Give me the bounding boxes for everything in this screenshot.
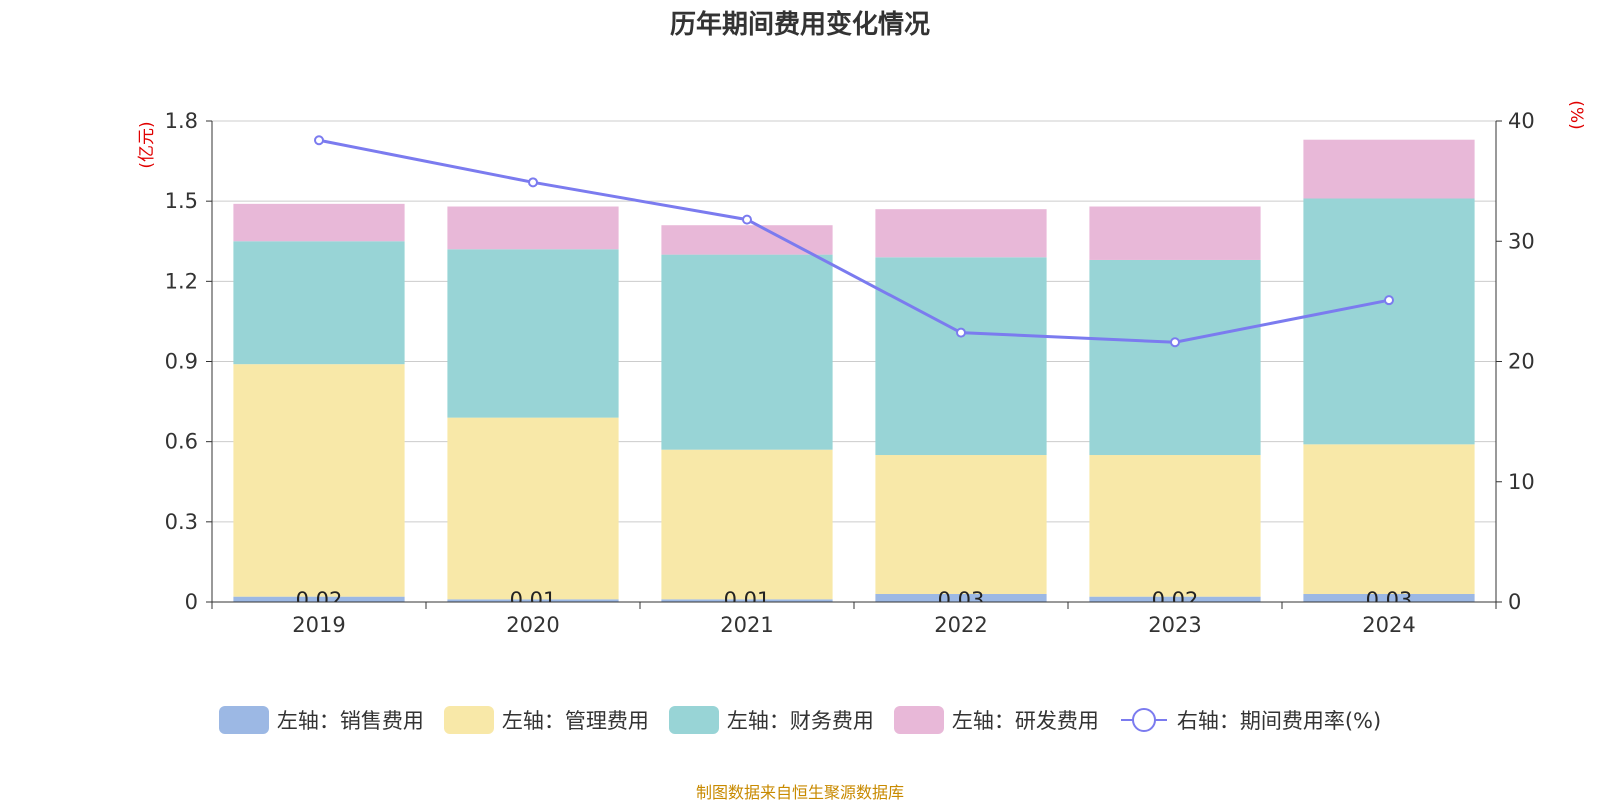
x-tick-label: 2019 (292, 613, 345, 637)
bar-segment (875, 209, 1047, 258)
y-left-tick-label: 0.3 (165, 510, 198, 534)
bar-segment (661, 449, 833, 600)
legend-label: 左轴：财务费用 (726, 709, 874, 733)
y-left-tick-label: 0 (185, 590, 198, 614)
bar-segment (1089, 206, 1261, 260)
legend-swatch (443, 706, 494, 734)
y-left-unit-label: (亿元) (137, 121, 157, 168)
bar-data-label: 0.02 (296, 588, 343, 612)
legend-item[interactable]: 左轴：财务费用 (668, 705, 874, 735)
rate-point (528, 177, 538, 188)
bar-segment (233, 203, 405, 242)
bar-segment (1089, 596, 1261, 602)
bar-segment (875, 257, 1047, 456)
x-tick-label: 2020 (506, 613, 559, 637)
legend-item[interactable]: 左轴：管理费用 (443, 705, 649, 735)
chart-title: 历年期间费用变化情况 (669, 10, 930, 40)
bar-segment (447, 206, 619, 250)
bar-segment (875, 455, 1047, 594)
legend-swatch (668, 706, 719, 734)
rate-point (1384, 295, 1394, 306)
legend-swatch (893, 706, 944, 734)
chart-legend: 左轴：销售费用 左轴：管理费用 左轴：财务费用 左轴：研发费用 右轴：期间费用率(%) (0, 704, 1600, 736)
chart-plot: 0.02 0.01 0.01 0.03 0.02 0.03 0 0.3 0.6 0.9 1.2 1.… (137, 100, 1586, 637)
x-tick-label: 2024 (1362, 613, 1415, 637)
y-right-unit-label: (%) (1566, 100, 1586, 129)
y-right-tick-label: 40 (1508, 109, 1535, 133)
y-left-tick-label: 1.5 (165, 189, 198, 213)
bar-segment (1089, 455, 1261, 597)
rate-point (314, 135, 324, 146)
rate-line (318, 138, 1390, 344)
bar-segment (233, 596, 405, 602)
bar-segment (1089, 259, 1261, 456)
bar-segment (661, 599, 833, 602)
y-right-tick-label: 30 (1508, 229, 1535, 253)
bar-segment (661, 254, 833, 450)
bar-data-label: 0.03 (938, 588, 985, 612)
bar-segment (447, 249, 619, 418)
y-left-tick-label: 0.6 (165, 430, 198, 454)
legend-label: 左轴：管理费用 (501, 709, 649, 733)
y-left-tick-label: 1.2 (165, 269, 198, 293)
rate-point (956, 327, 966, 338)
data-source-note: 制图数据来自恒生聚源数据库 (695, 783, 904, 802)
legend-line-marker (1120, 708, 1167, 732)
bar-data-label: 0.02 (1152, 588, 1199, 612)
bar-segment (447, 417, 619, 600)
y-left-tick-label: 1.8 (165, 109, 198, 133)
legend-label: 右轴：期间费用率(%) (1176, 709, 1382, 733)
y-right-tick-label: 0 (1508, 590, 1521, 614)
bar-data-label: 0.01 (510, 588, 557, 612)
y-left-tick-label: 0.9 (165, 350, 198, 374)
bar-segment (1303, 198, 1475, 445)
legend-item[interactable]: 左轴：研发费用 (893, 705, 1099, 735)
bar-segment (1303, 444, 1475, 594)
bar-segment (233, 241, 405, 365)
y-right-tick-label: 20 (1508, 350, 1535, 374)
legend-label: 左轴：研发费用 (951, 709, 1099, 733)
x-tick-label: 2023 (1148, 613, 1201, 637)
bar-segment (447, 599, 619, 602)
legend-item[interactable]: 右轴：期间费用率(%) (1119, 705, 1381, 735)
bar-data-label: 0.01 (724, 588, 771, 612)
rate-point (1170, 337, 1180, 348)
bar-segment (1303, 139, 1475, 199)
bar-data-label: 0.03 (1366, 588, 1413, 612)
legend-label: 左轴：销售费用 (276, 709, 424, 733)
x-tick-label: 2021 (720, 613, 773, 637)
bar-segment (233, 364, 405, 597)
y-right-tick-label: 10 (1508, 470, 1535, 494)
legend-item[interactable]: 左轴：销售费用 (218, 705, 424, 735)
x-tick-label: 2022 (934, 613, 987, 637)
bar-segment (1303, 593, 1475, 602)
legend-swatch (218, 706, 269, 734)
rate-point (742, 214, 752, 225)
bar-segment (875, 593, 1047, 602)
